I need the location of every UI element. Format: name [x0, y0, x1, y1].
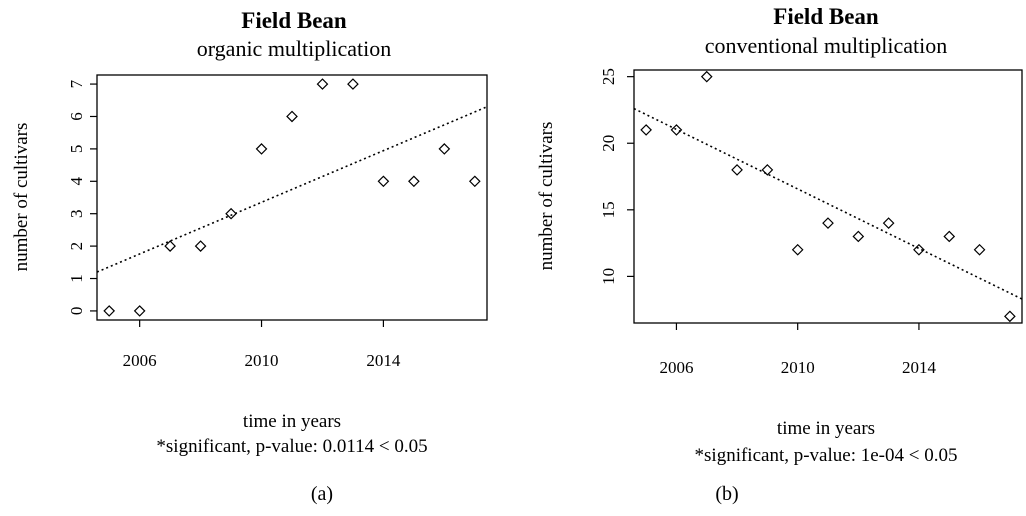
y-axis-label: number of cultivars	[536, 122, 557, 271]
data-point	[913, 243, 925, 256]
plot-frame	[633, 69, 1023, 324]
x-tick-label: 2014	[902, 358, 937, 377]
trend-line	[633, 107, 1023, 300]
y-tick-label: 6	[67, 112, 86, 121]
data-point	[286, 110, 298, 123]
data-point	[640, 124, 652, 136]
data-point	[731, 164, 743, 176]
x-tick-label: 2010	[245, 351, 279, 370]
y-tick-label: 25	[599, 68, 618, 85]
plot-frame	[96, 74, 488, 321]
y-tick-label: 5	[67, 145, 86, 154]
data-point	[408, 175, 420, 188]
data-point	[943, 230, 956, 243]
y-tick-label: 10	[599, 268, 618, 285]
data-point	[700, 70, 713, 83]
data-point	[468, 175, 481, 188]
y-tick-label: 1	[67, 274, 86, 283]
data-point	[791, 243, 804, 256]
trend-lines	[633, 107, 1023, 300]
trend-line	[96, 106, 488, 273]
x-tick-label: 2014	[366, 351, 401, 370]
y-axis-ticks: 10 15 20 25	[599, 68, 634, 285]
chart-title: Field Bean	[773, 4, 879, 29]
chart-panel-a: Field Bean organic multiplication 2006 20…	[11, 8, 488, 505]
y-tick-label: 15	[599, 201, 618, 218]
data-point	[1004, 310, 1016, 323]
x-axis-ticks: 2006 2010 2014	[659, 323, 936, 377]
data-point	[225, 207, 237, 220]
data-points	[640, 70, 1016, 323]
data-point	[882, 217, 895, 229]
significance-note: *significant, p-value: 1e-04 < 0.05	[695, 445, 958, 466]
trend-lines	[96, 106, 488, 273]
x-tick-label: 2006	[123, 351, 157, 370]
x-tick-label: 2010	[781, 358, 815, 377]
x-axis-label: time in years	[243, 411, 341, 432]
data-point	[194, 240, 207, 252]
y-tick-label: 7	[67, 79, 86, 88]
chart-panel-b: Field Bean conventional multiplication 2…	[536, 4, 1023, 505]
data-point	[670, 124, 683, 136]
chart-title: Field Bean	[241, 8, 347, 33]
data-point	[164, 240, 176, 252]
y-tick-label: 3	[67, 209, 86, 218]
panel-caption: (a)	[311, 483, 333, 505]
data-points	[103, 78, 481, 317]
x-tick-label: 2006	[659, 358, 693, 377]
y-tick-label: 20	[599, 135, 618, 152]
data-point	[852, 230, 865, 243]
data-point	[133, 305, 146, 317]
data-point	[761, 164, 774, 176]
data-point	[103, 305, 116, 317]
panel-caption: (b)	[715, 483, 738, 505]
y-axis-label: number of cultivars	[11, 123, 32, 272]
x-axis-label: time in years	[777, 418, 875, 439]
significance-note: *significant, p-value: 0.0114 < 0.05	[156, 436, 427, 457]
y-axis-ticks: 0 1 2 3 4 5 6 7	[67, 79, 97, 315]
y-tick-label: 4	[67, 177, 86, 186]
data-point	[822, 217, 834, 229]
chart-subtitle: conventional multiplication	[705, 33, 948, 58]
y-tick-label: 0	[67, 307, 86, 316]
chart-subtitle: organic multiplication	[197, 36, 392, 61]
data-point	[438, 143, 451, 155]
data-point	[973, 243, 986, 256]
data-point	[377, 175, 390, 188]
data-point	[255, 143, 268, 155]
x-axis-ticks: 2006 2010 2014	[123, 320, 401, 370]
data-point	[316, 78, 329, 90]
data-point	[347, 78, 359, 90]
y-tick-label: 2	[67, 242, 86, 251]
